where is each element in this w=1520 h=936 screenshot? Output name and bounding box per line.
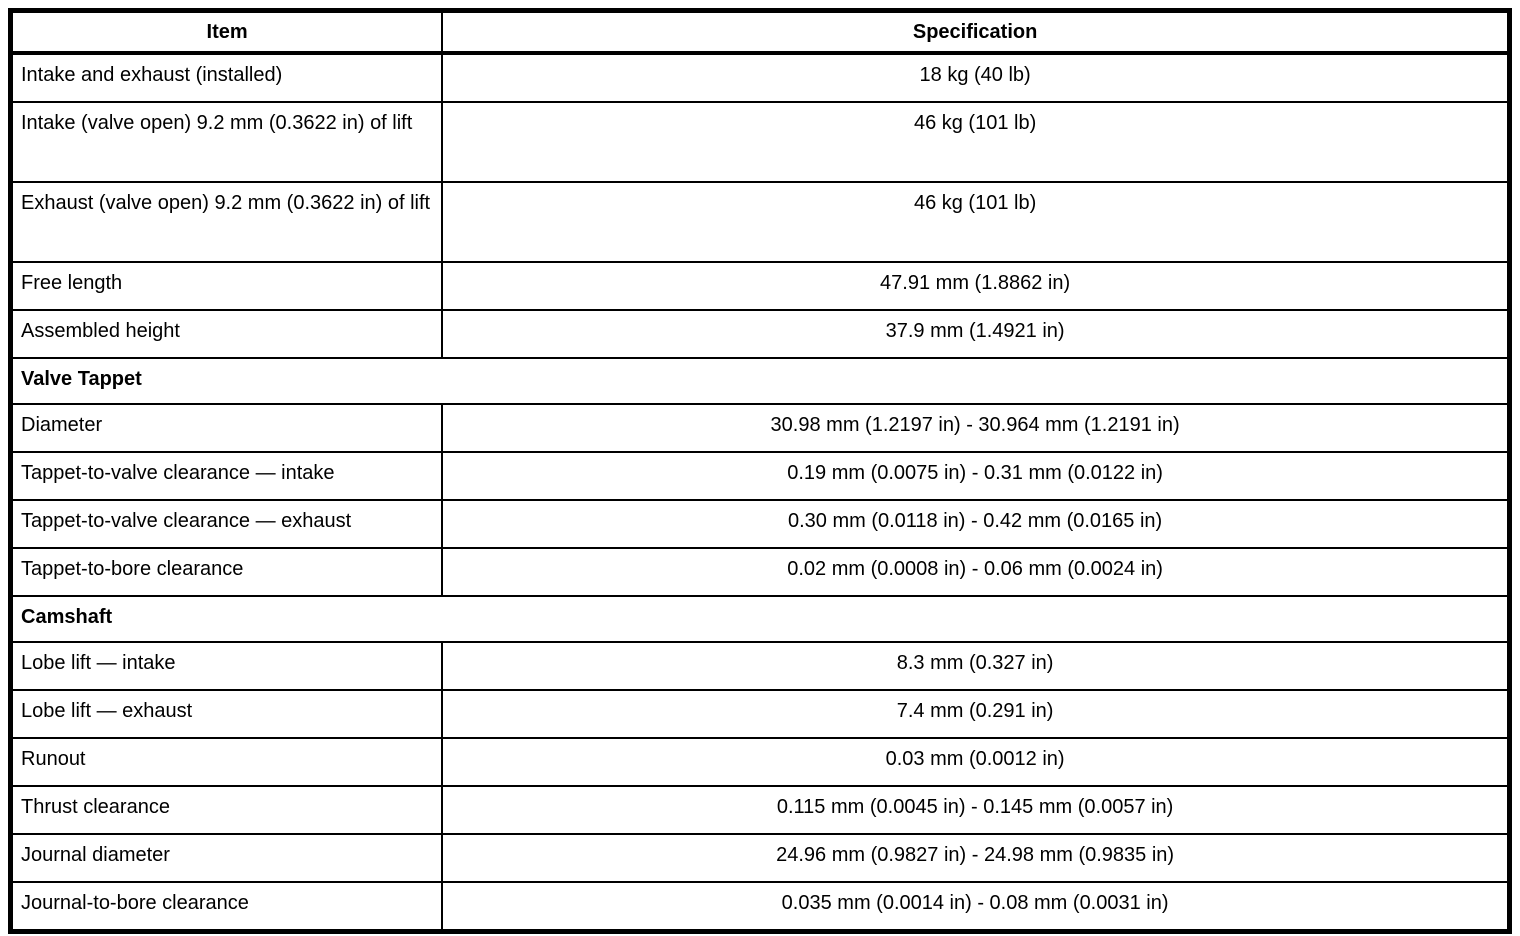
table-row: Journal-to-bore clearance 0.035 mm (0.001… [9,881,1511,933]
section-label: Valve Tappet [9,357,1511,405]
item-cell: Tappet-to-bore clearance [9,547,444,597]
spec-cell: 18 kg (40 lb) [441,52,1511,103]
spec-cell: 37.9 mm (1.4921 in) [441,309,1511,359]
spec-cell: 46 kg (101 lb) [441,101,1511,183]
item-cell: Journal diameter [9,833,444,883]
header-row: Item Specification [9,9,1511,55]
spec-cell: 7.4 mm (0.291 in) [441,689,1511,739]
spec-cell: 0.115 mm (0.0045 in) - 0.145 mm (0.0057 … [441,785,1511,835]
spec-cell: 30.98 mm (1.2197 in) - 30.964 mm (1.2191… [441,403,1511,453]
table-row: Lobe lift — intake 8.3 mm (0.327 in) [9,641,1511,691]
spec-cell: 8.3 mm (0.327 in) [441,641,1511,691]
item-cell: Free length [9,261,444,311]
spec-cell: 47.91 mm (1.8862 in) [441,261,1511,311]
spec-cell: 0.035 mm (0.0014 in) - 0.08 mm (0.0031 i… [441,881,1511,933]
item-cell: Thrust clearance [9,785,444,835]
table-row: Tappet-to-valve clearance — intake 0.19 m… [9,451,1511,501]
table-row: Thrust clearance 0.115 mm (0.0045 in) - 0… [9,785,1511,835]
table-row: Tappet-to-bore clearance 0.02 mm (0.0008 … [9,547,1511,597]
table-row: Free length 47.91 mm (1.8862 in) [9,261,1511,311]
table-row: Intake and exhaust (installed) 18 kg (40 … [9,52,1511,103]
item-cell: Tappet-to-valve clearance — exhaust [9,499,444,549]
item-cell: Runout [9,737,444,787]
spec-cell: 0.03 mm (0.0012 in) [441,737,1511,787]
item-cell: Intake and exhaust (installed) [9,52,444,103]
section-label: Camshaft [9,595,1511,643]
item-cell: Exhaust (valve open) 9.2 mm (0.3622 in) … [9,181,444,263]
item-cell: Assembled height [9,309,444,359]
spec-cell: 24.96 mm (0.9827 in) - 24.98 mm (0.9835 … [441,833,1511,883]
table-row: Tappet-to-valve clearance — exhaust 0.30 … [9,499,1511,549]
column-header-item: Item [9,9,444,55]
spec-cell: 0.02 mm (0.0008 in) - 0.06 mm (0.0024 in… [441,547,1511,597]
section-row: Camshaft [9,595,1511,643]
item-cell: Tappet-to-valve clearance — intake [9,451,444,501]
item-cell: Diameter [9,403,444,453]
table-row: Exhaust (valve open) 9.2 mm (0.3622 in) … [9,181,1511,263]
spec-cell: 46 kg (101 lb) [441,181,1511,263]
table-row: Journal diameter 24.96 mm (0.9827 in) - 2… [9,833,1511,883]
item-cell: Lobe lift — exhaust [9,689,444,739]
table-row: Runout 0.03 mm (0.0012 in) [9,737,1511,787]
item-cell: Intake (valve open) 9.2 mm (0.3622 in) o… [9,101,444,183]
table-row: Lobe lift — exhaust 7.4 mm (0.291 in) [9,689,1511,739]
table-row: Intake (valve open) 9.2 mm (0.3622 in) o… [9,101,1511,183]
spec-table: Item Specification Intake and exhaust (i… [8,8,1512,934]
table-body: Intake and exhaust (installed) 18 kg (40 … [9,52,1511,933]
spec-cell: 0.19 mm (0.0075 in) - 0.31 mm (0.0122 in… [441,451,1511,501]
table-row: Diameter 30.98 mm (1.2197 in) - 30.964 mm… [9,403,1511,453]
item-cell: Lobe lift — intake [9,641,444,691]
section-row: Valve Tappet [9,357,1511,405]
table-row: Assembled height 37.9 mm (1.4921 in) [9,309,1511,359]
spec-cell: 0.30 mm (0.0118 in) - 0.42 mm (0.0165 in… [441,499,1511,549]
item-cell: Journal-to-bore clearance [9,881,444,933]
column-header-specification: Specification [441,9,1511,55]
